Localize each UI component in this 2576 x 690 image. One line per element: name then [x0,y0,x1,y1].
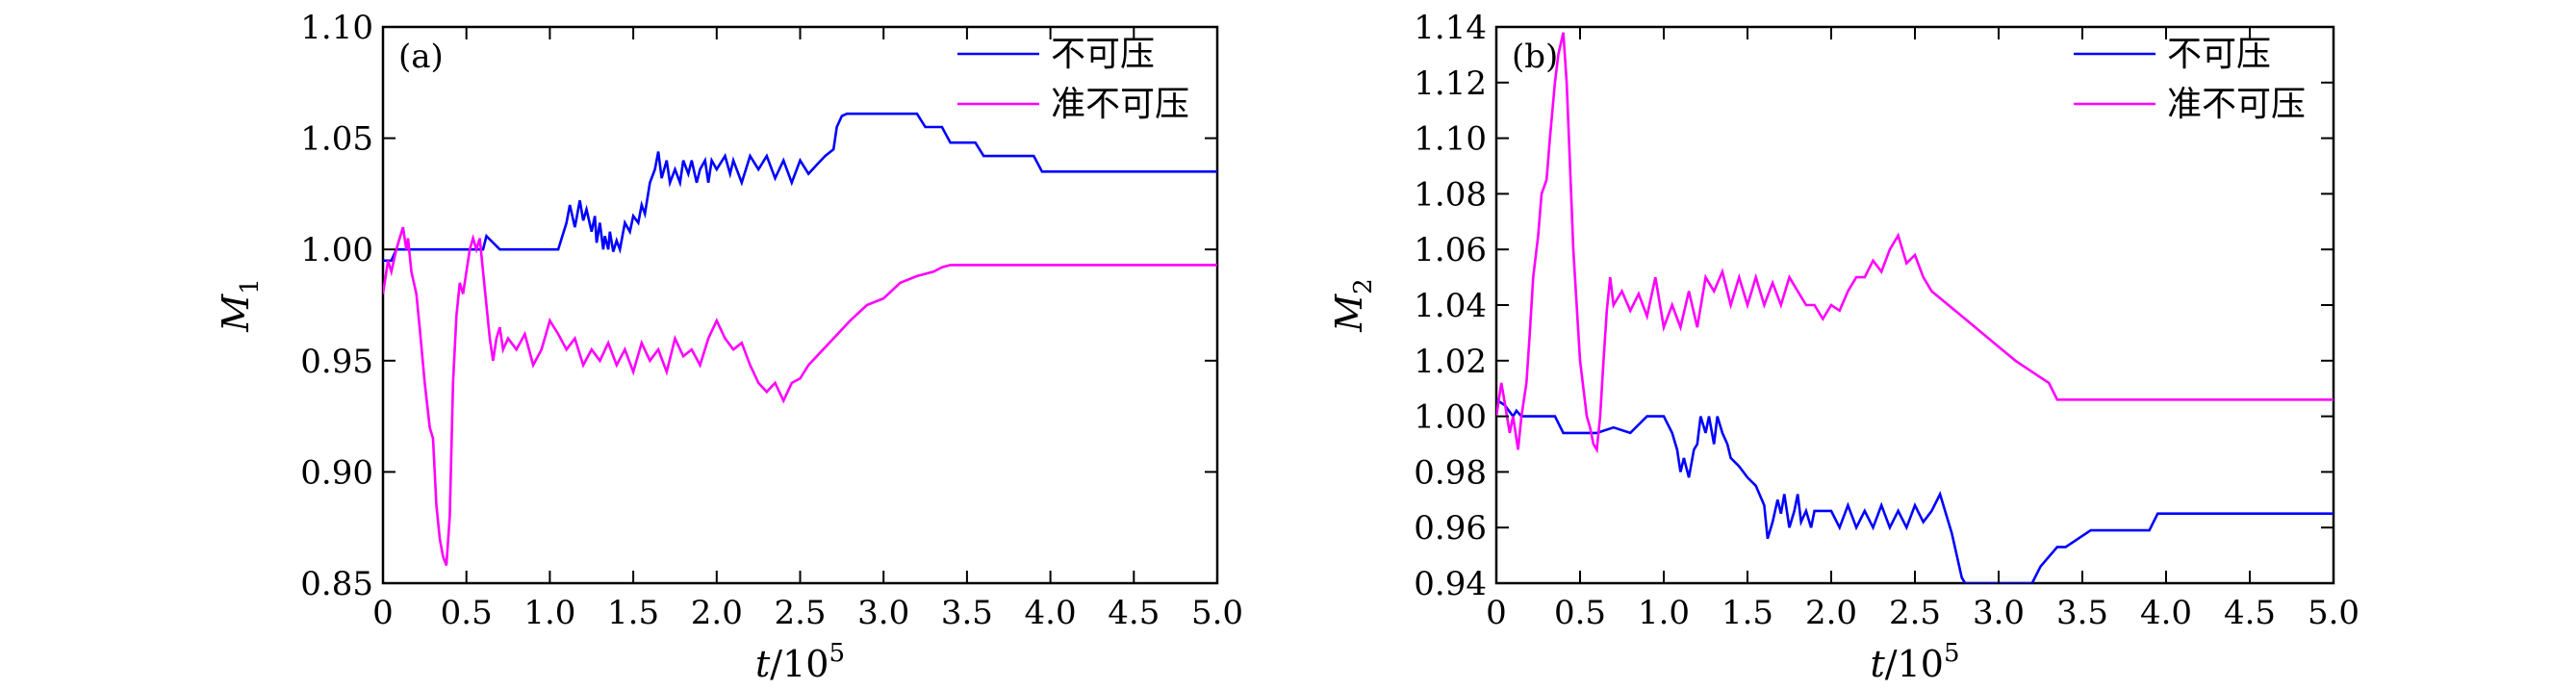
series-lines-b [1496,32,2334,583]
x-tick-label-a: 5.0 [1191,594,1243,632]
x-tick-label-a: 2.0 [691,594,743,632]
y-tick-label-a: 0.85 [300,565,373,603]
y-tick-label-b: 1.08 [1414,175,1487,214]
x-tick-label-a: 3.0 [857,594,909,632]
x-axis-exp-a: 5 [829,639,845,668]
y-axis-var-b: M [1328,294,1370,333]
y-tick-label-b: 1.06 [1414,231,1487,269]
x-axis-var-a: t [755,643,771,685]
x-tick-label-a: 1.0 [523,594,575,632]
y-tick-label-a: 0.90 [300,453,373,492]
y-tick-label-b: 0.94 [1414,565,1487,603]
x-tick-label-a: 0 [372,594,394,632]
axis-ticks-a: 0 0.5 1.0 1.5 2.0 2.5 3.0 3.5 4.0 4.5 5.0 0.85 0.90 0… [300,9,1243,632]
x-tick-label-b: 4.5 [2224,594,2276,632]
x-axis-unit-b: /10 [1885,643,1944,685]
y-tick-label-b: 1.04 [1414,287,1487,325]
y-tick-label-a: 0.95 [300,343,373,381]
x-tick-label-a: 3.5 [941,594,993,632]
x-tick-label-b: 4.0 [2140,594,2192,632]
y-axis-sub-b: 2 [1349,278,1378,294]
legend-label-b-2: 准不可压 [2167,85,2306,124]
y-tick-label-b: 1.12 [1414,64,1487,103]
series-lines-a [383,112,1217,566]
x-tick-label-a: 4.5 [1108,594,1160,632]
x-axis-title-a: t/105 [755,639,845,685]
series-line-b-2 [1496,32,2334,454]
x-axis-exp-b: 5 [1944,639,1960,668]
x-tick-label-b: 5.0 [2308,594,2359,632]
y-tick-label-a: 1.05 [300,120,373,159]
panel-label-b: (b) [1512,38,1558,76]
y-axis-sub-a: 1 [236,278,265,294]
y-tick-label-a: 1.00 [300,231,373,269]
x-tick-label-b: 1.5 [1722,594,1773,632]
y-tick-label-b: 1.00 [1414,398,1487,437]
panel-a: 0 0.5 1.0 1.5 2.0 2.5 3.0 3.5 4.0 4.5 5.0 0.85 0.90 0… [215,9,1243,685]
panel-b: 0 0.5 1.0 1.5 2.0 2.5 3.0 3.5 4.0 4.5 5.0 0.94 0.96 0… [1328,9,2359,685]
y-axis-var-a: M [215,294,257,333]
y-tick-label-b: 1.10 [1414,120,1487,159]
y-tick-label-b: 1.02 [1414,343,1487,381]
legend-label-b-1: 不可压 [2167,35,2271,74]
x-axis-unit-a: /10 [770,643,829,685]
axis-ticks-b: 0 0.5 1.0 1.5 2.0 2.5 3.0 3.5 4.0 4.5 5.0 0.94 0.96 0… [1414,9,2359,632]
x-axis-title-b: t/105 [1871,639,1960,685]
series-line-b-1 [1496,398,2334,583]
x-tick-label-b: 0.5 [1554,594,1606,632]
x-tick-label-b: 2.5 [1889,594,1941,632]
x-tick-label-a: 2.5 [774,594,826,632]
y-tick-label-a: 1.10 [300,9,373,47]
x-tick-label-a: 0.5 [441,594,493,632]
y-axis-title-b: M2 [1328,278,1378,332]
legend-label-a-2: 准不可压 [1051,85,1189,124]
y-tick-label-b: 1.14 [1414,9,1487,47]
x-tick-label-a: 1.5 [607,594,659,632]
x-axis-var-b: t [1871,643,1886,685]
x-tick-label-b: 2.0 [1805,594,1857,632]
y-tick-label-b: 0.98 [1414,453,1487,492]
y-axis-title-a: M1 [215,278,265,332]
x-tick-label-b: 3.5 [2056,594,2108,632]
x-tick-label-b: 1.0 [1638,594,1690,632]
x-tick-label-b: 3.0 [1973,594,2025,632]
legend-label-a-1: 不可压 [1051,35,1155,74]
series-line-a-2 [383,226,1217,566]
panel-label-a: (a) [398,38,444,76]
x-tick-label-a: 4.0 [1025,594,1077,632]
x-tick-label-b: 0 [1486,594,1507,632]
series-line-a-1 [383,112,1217,263]
y-tick-label-b: 0.96 [1414,509,1487,548]
